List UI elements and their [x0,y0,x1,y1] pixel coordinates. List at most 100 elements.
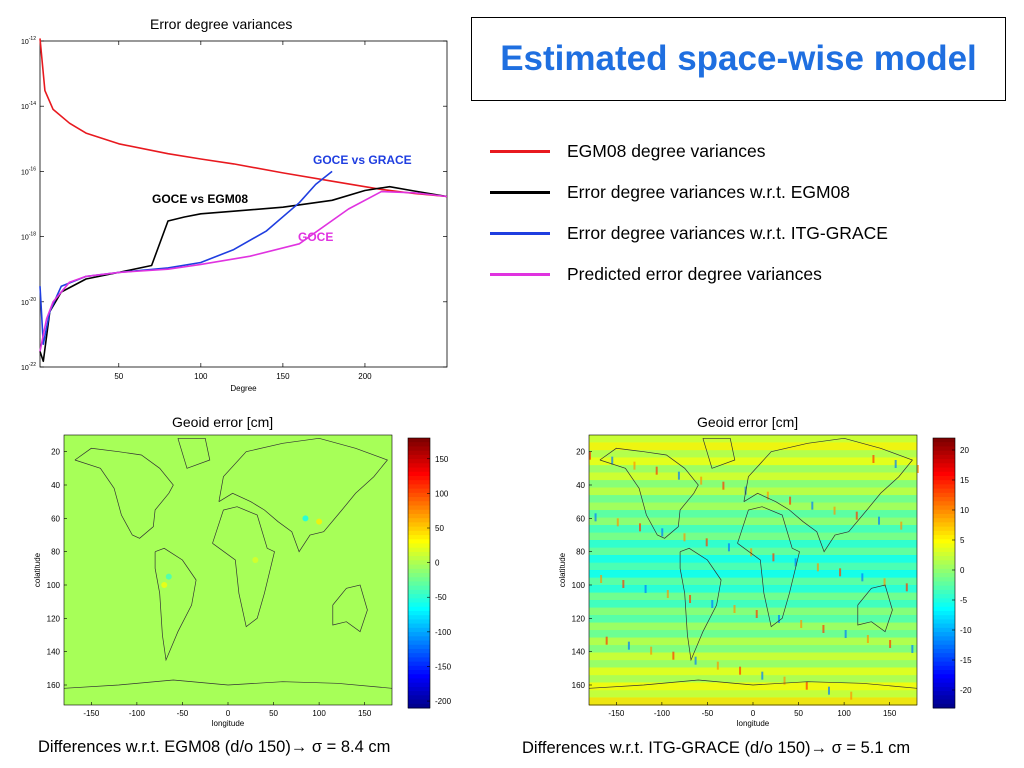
colorbar-segment [933,488,955,494]
colorbar-segment [933,471,955,477]
colorbar-segment [408,585,430,591]
x-tick-label: 100 [194,372,208,381]
colorbar-segment [933,606,955,612]
map-anomaly [672,651,675,660]
colorbar-segment [933,484,955,490]
colorbar-segment [408,551,430,557]
map-anomaly [605,636,608,645]
map-field [64,435,392,705]
map-band [589,525,917,534]
colorbar-segment [933,442,955,447]
legend-item: Error degree variances w.r.t. ITG-GRACE [490,222,888,244]
colorbar-tick-label: 0 [435,559,440,568]
colorbar-segment [408,619,430,625]
colorbar-segment [933,501,955,506]
colorbar-tick-label: -150 [435,662,452,671]
legend-swatch [490,190,550,194]
colorbar-segment [408,589,430,595]
colorbar-segment [933,497,955,502]
colorbar-tick-label: 20 [960,446,969,455]
map-band [589,480,917,489]
colorbar-segment [408,488,430,494]
colorbar-segment [933,695,955,701]
coastline [74,447,174,539]
colorbar-segment [408,480,430,485]
y-tick-label: 10-18 [21,232,36,242]
legend-label: Error degree variances w.r.t. EGM08 [567,181,851,202]
colorbar-segment [408,543,430,549]
colorbar-segment [408,703,430,709]
coastline [154,547,197,662]
colorbar-segment [408,535,430,540]
colorbar-segment [933,568,955,574]
x-tick-label: 150 [883,709,897,718]
map-band [589,570,917,579]
coastline [332,584,368,633]
y-tick-label: 10-14 [21,101,36,111]
y-tick-label: 120 [572,614,586,623]
colorbar-segment [933,438,955,443]
map-anomaly [855,511,858,520]
left-map-title: Geoid error [cm] [172,414,274,430]
coastline [702,437,736,469]
colorbar-segment [933,661,955,667]
y-tick-label: 120 [47,614,61,623]
x-tick-label: 150 [358,709,372,718]
coastline [63,679,393,689]
map-anomaly [911,645,914,653]
legend-label: Predicted error degree variances [567,263,822,284]
map-anomaly [705,538,708,547]
map-anomaly [644,585,647,593]
left-geoid-error-map: 20 40 60 80 100 120 140 160 -150 -100 -50 0 50 100 150… [33,434,452,728]
colorbar-frame [407,437,431,709]
colorbar-segment [408,623,430,629]
map-band [589,667,917,676]
colorbar-segment [933,691,955,696]
map-band [589,495,917,504]
colorbar-tick-label: -200 [435,697,452,706]
y-tick-label: 20 [576,448,585,457]
map-anomaly [683,533,686,542]
colorbar-segment [408,581,430,587]
colorbar-segment [408,699,430,705]
coastline [679,547,722,662]
colorbar-segment [408,653,430,658]
colorbar-segment [408,577,430,582]
colorbar-segment [933,450,955,456]
map-band [589,577,917,586]
colorbar-segment [933,560,955,566]
map-anomaly [900,521,903,530]
colorbar-segment [933,678,955,684]
colorbar-segment [933,627,955,633]
legend-swatch [490,149,550,153]
map-anomaly [789,496,792,505]
map-anomaly [655,466,658,475]
colorbar-tick-label: 0 [960,566,965,575]
map-band [589,562,917,571]
x-tick-label: 50 [269,709,278,718]
colorbar-segment [408,610,430,616]
coastline [737,506,800,628]
colorbar-segment [408,526,430,532]
colorbar-segment [933,589,955,595]
colorbar-segment [408,636,430,641]
map-band [589,435,917,444]
y-tick-label: 40 [51,481,60,490]
coastline [743,437,913,553]
colorbar-segment [933,509,955,515]
y-tick-label: 80 [576,548,585,557]
colorbar-segment [408,450,430,456]
colorbar-segment [408,564,430,570]
colorbar-segment [408,598,430,604]
map-band [589,450,917,459]
colorbar-tick-label: 15 [960,476,969,485]
colorbar-segment [408,463,430,469]
map-anomaly [661,528,664,537]
map-anomaly [861,573,864,582]
map-anomaly [722,481,725,490]
colorbar-segment [933,556,955,561]
colorbar-tick-label: 10 [960,506,969,515]
colorbar-segment [408,484,430,490]
map-anomaly [650,646,653,655]
legend-item: EGM08 degree variances [490,140,765,162]
